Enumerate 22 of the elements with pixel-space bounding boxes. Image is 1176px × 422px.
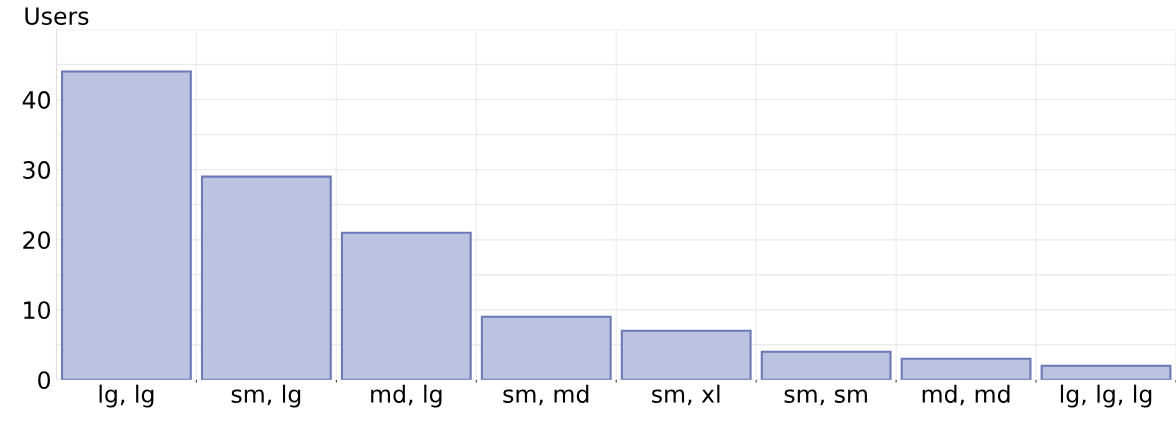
- x-tick-label: lg, lg, lg: [1060, 384, 1152, 408]
- bar: [620, 329, 752, 380]
- bar: [61, 70, 192, 380]
- x-tick-label: lg, lg: [99, 384, 154, 408]
- x-tick-label: sm, sm: [784, 389, 867, 406]
- x-tick-label: sm, xl: [652, 384, 720, 406]
- y-tick-label: 40: [22, 91, 51, 109]
- x-tick-label: md, md: [922, 384, 1010, 406]
- x-tick-label: sm, md: [503, 384, 589, 406]
- bar: [200, 175, 332, 380]
- y-tick-label: 10: [24, 301, 51, 320]
- bar: [900, 357, 1032, 380]
- y-tick-label: 30: [23, 161, 51, 179]
- bar: [1040, 364, 1172, 380]
- bar: [480, 315, 612, 380]
- y-axis-title: Users: [25, 7, 89, 25]
- x-tick-label: md, lg: [371, 384, 442, 408]
- y-tick-label: 0: [38, 371, 51, 390]
- y-tick-label: 20: [23, 231, 51, 249]
- bar: [760, 350, 892, 380]
- x-tick-label: sm, lg: [231, 384, 301, 408]
- bar: [340, 231, 472, 380]
